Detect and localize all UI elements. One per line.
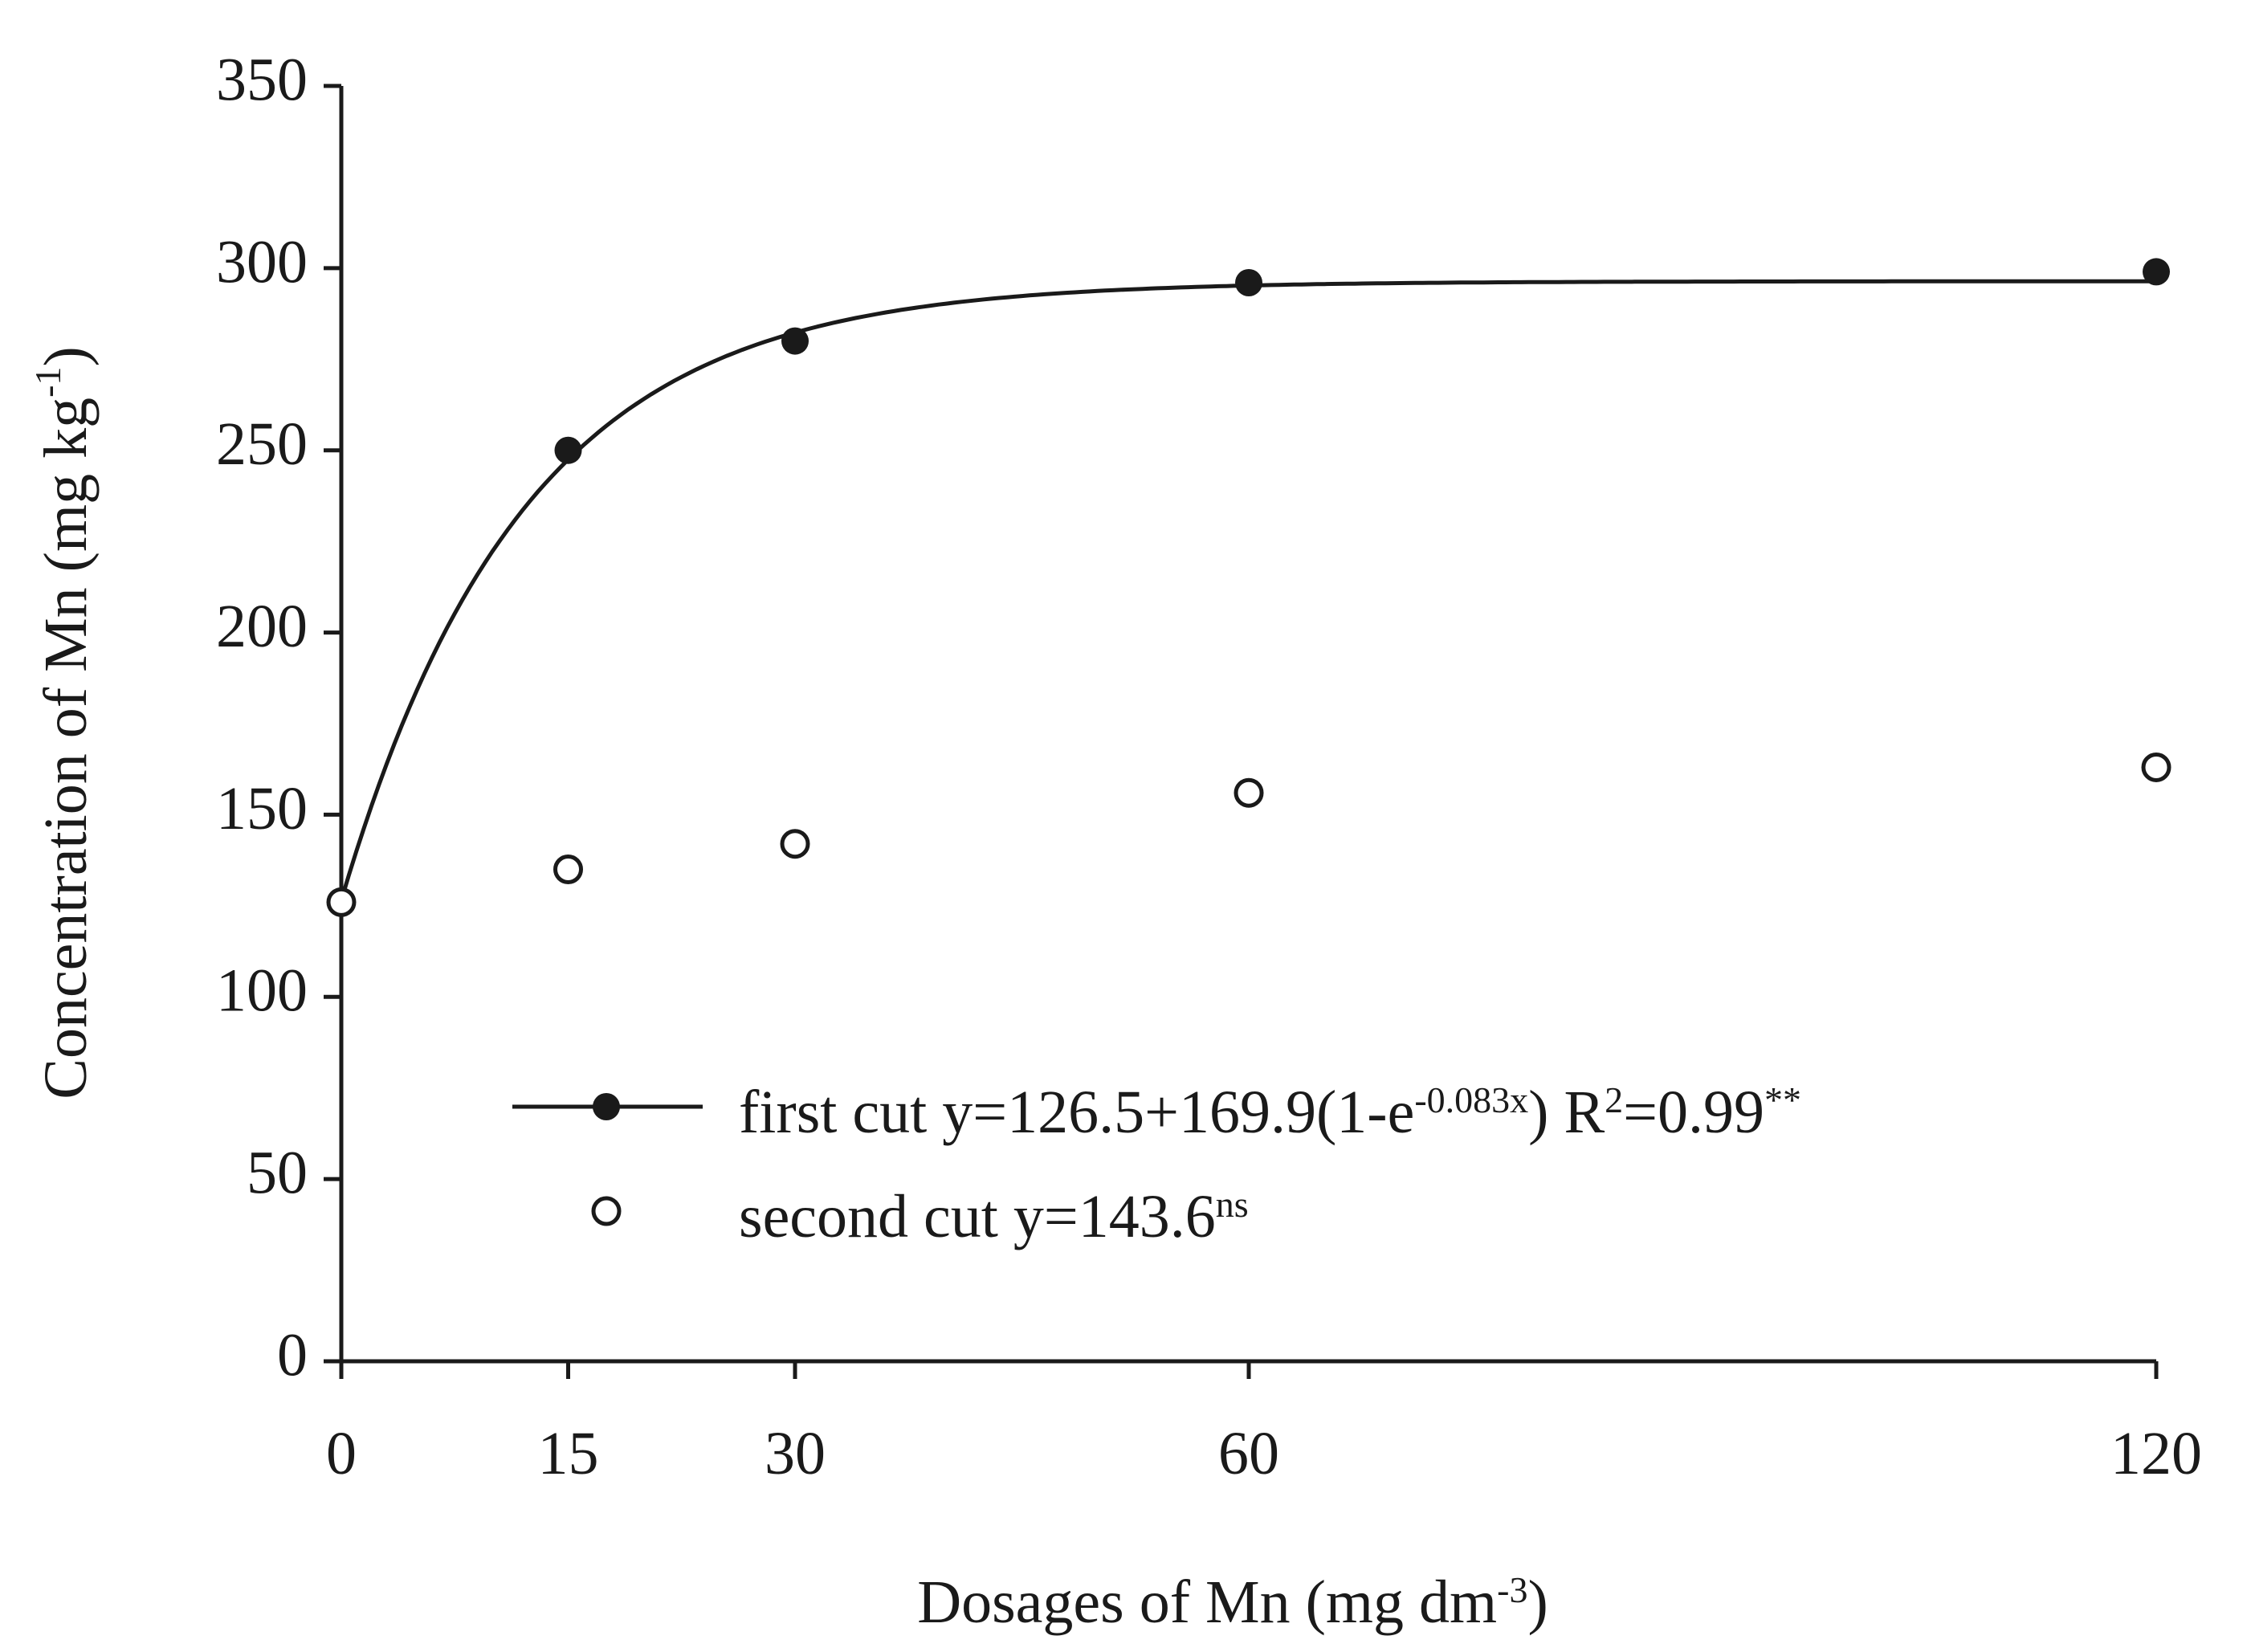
y-tick-label: 100 <box>216 957 308 1025</box>
legend-second-cut-prefix: second cut y=143.6 <box>739 1183 1216 1250</box>
y-tick-label: 300 <box>216 228 308 296</box>
x-axis-title: Dosages of Mn (mg dm-3) <box>917 1568 1548 1636</box>
first-cut-point <box>1235 269 1262 297</box>
first-cut-point <box>554 436 582 464</box>
y-tick-label: 50 <box>247 1140 308 1207</box>
y-axis-title-main: Concentration of Mn (mg kg <box>32 398 100 1099</box>
y-axis-title: Concentration of Mn (mg kg-1) <box>27 346 100 1099</box>
points-layer <box>326 258 2171 917</box>
legend-first-cut-exponent: -0.083x <box>1414 1079 1528 1120</box>
y-tick-label: 0 <box>277 1321 308 1389</box>
legend-first-cut-middle: ) R <box>1528 1079 1605 1146</box>
x-tick-label: 30 <box>765 1420 826 1487</box>
first-cut-point <box>2143 258 2170 286</box>
x-ticks: 0 15 30 60 120 <box>326 1361 2202 1487</box>
y-axis-title-sup: -1 <box>27 367 68 398</box>
legend-first-cut-significance: ** <box>1764 1079 1801 1120</box>
y-ticks: 0 50 100 150 200 250 300 350 <box>216 46 341 1389</box>
second-cut-point <box>326 887 357 917</box>
x-tick-label: 120 <box>2110 1420 2202 1487</box>
x-axis-title-sup: -3 <box>1497 1569 1527 1610</box>
second-cut-point <box>780 829 810 859</box>
second-cut-point <box>553 854 583 884</box>
y-tick-label: 150 <box>216 775 308 842</box>
legend-first-cut-suffix: =0.99 <box>1623 1079 1764 1146</box>
legend: first cut y=126.5+169.9(1-e-0.083x) R2=0… <box>512 1079 1801 1250</box>
x-axis-title-close: ) <box>1527 1568 1548 1636</box>
y-tick-label: 350 <box>216 46 308 113</box>
legend-first-cut-marker <box>593 1093 620 1120</box>
x-tick-label: 15 <box>538 1420 599 1487</box>
legend-first-cut-prefix: first cut y=126.5+169.9(1-e <box>739 1079 1414 1146</box>
x-tick-label: 0 <box>326 1420 357 1487</box>
y-tick-label: 200 <box>216 593 308 660</box>
y-axis-title-close: ) <box>32 346 100 366</box>
legend-first-cut-label: first cut y=126.5+169.9(1-e-0.083x) R2=0… <box>739 1079 1801 1146</box>
legend-first-cut-r2-sup: 2 <box>1605 1079 1623 1120</box>
x-tick-label: 60 <box>1218 1420 1279 1487</box>
legend-second-cut-label: second cut y=143.6ns <box>739 1183 1249 1250</box>
legend-second-cut-significance: ns <box>1216 1184 1249 1225</box>
y-tick-label: 250 <box>216 410 308 478</box>
x-axis-title-main: Dosages of Mn (mg dm <box>917 1568 1497 1636</box>
first-cut-point <box>781 327 809 355</box>
second-cut-point <box>2141 752 2171 782</box>
second-cut-point <box>1234 777 1264 808</box>
legend-second-cut-marker <box>591 1196 622 1226</box>
